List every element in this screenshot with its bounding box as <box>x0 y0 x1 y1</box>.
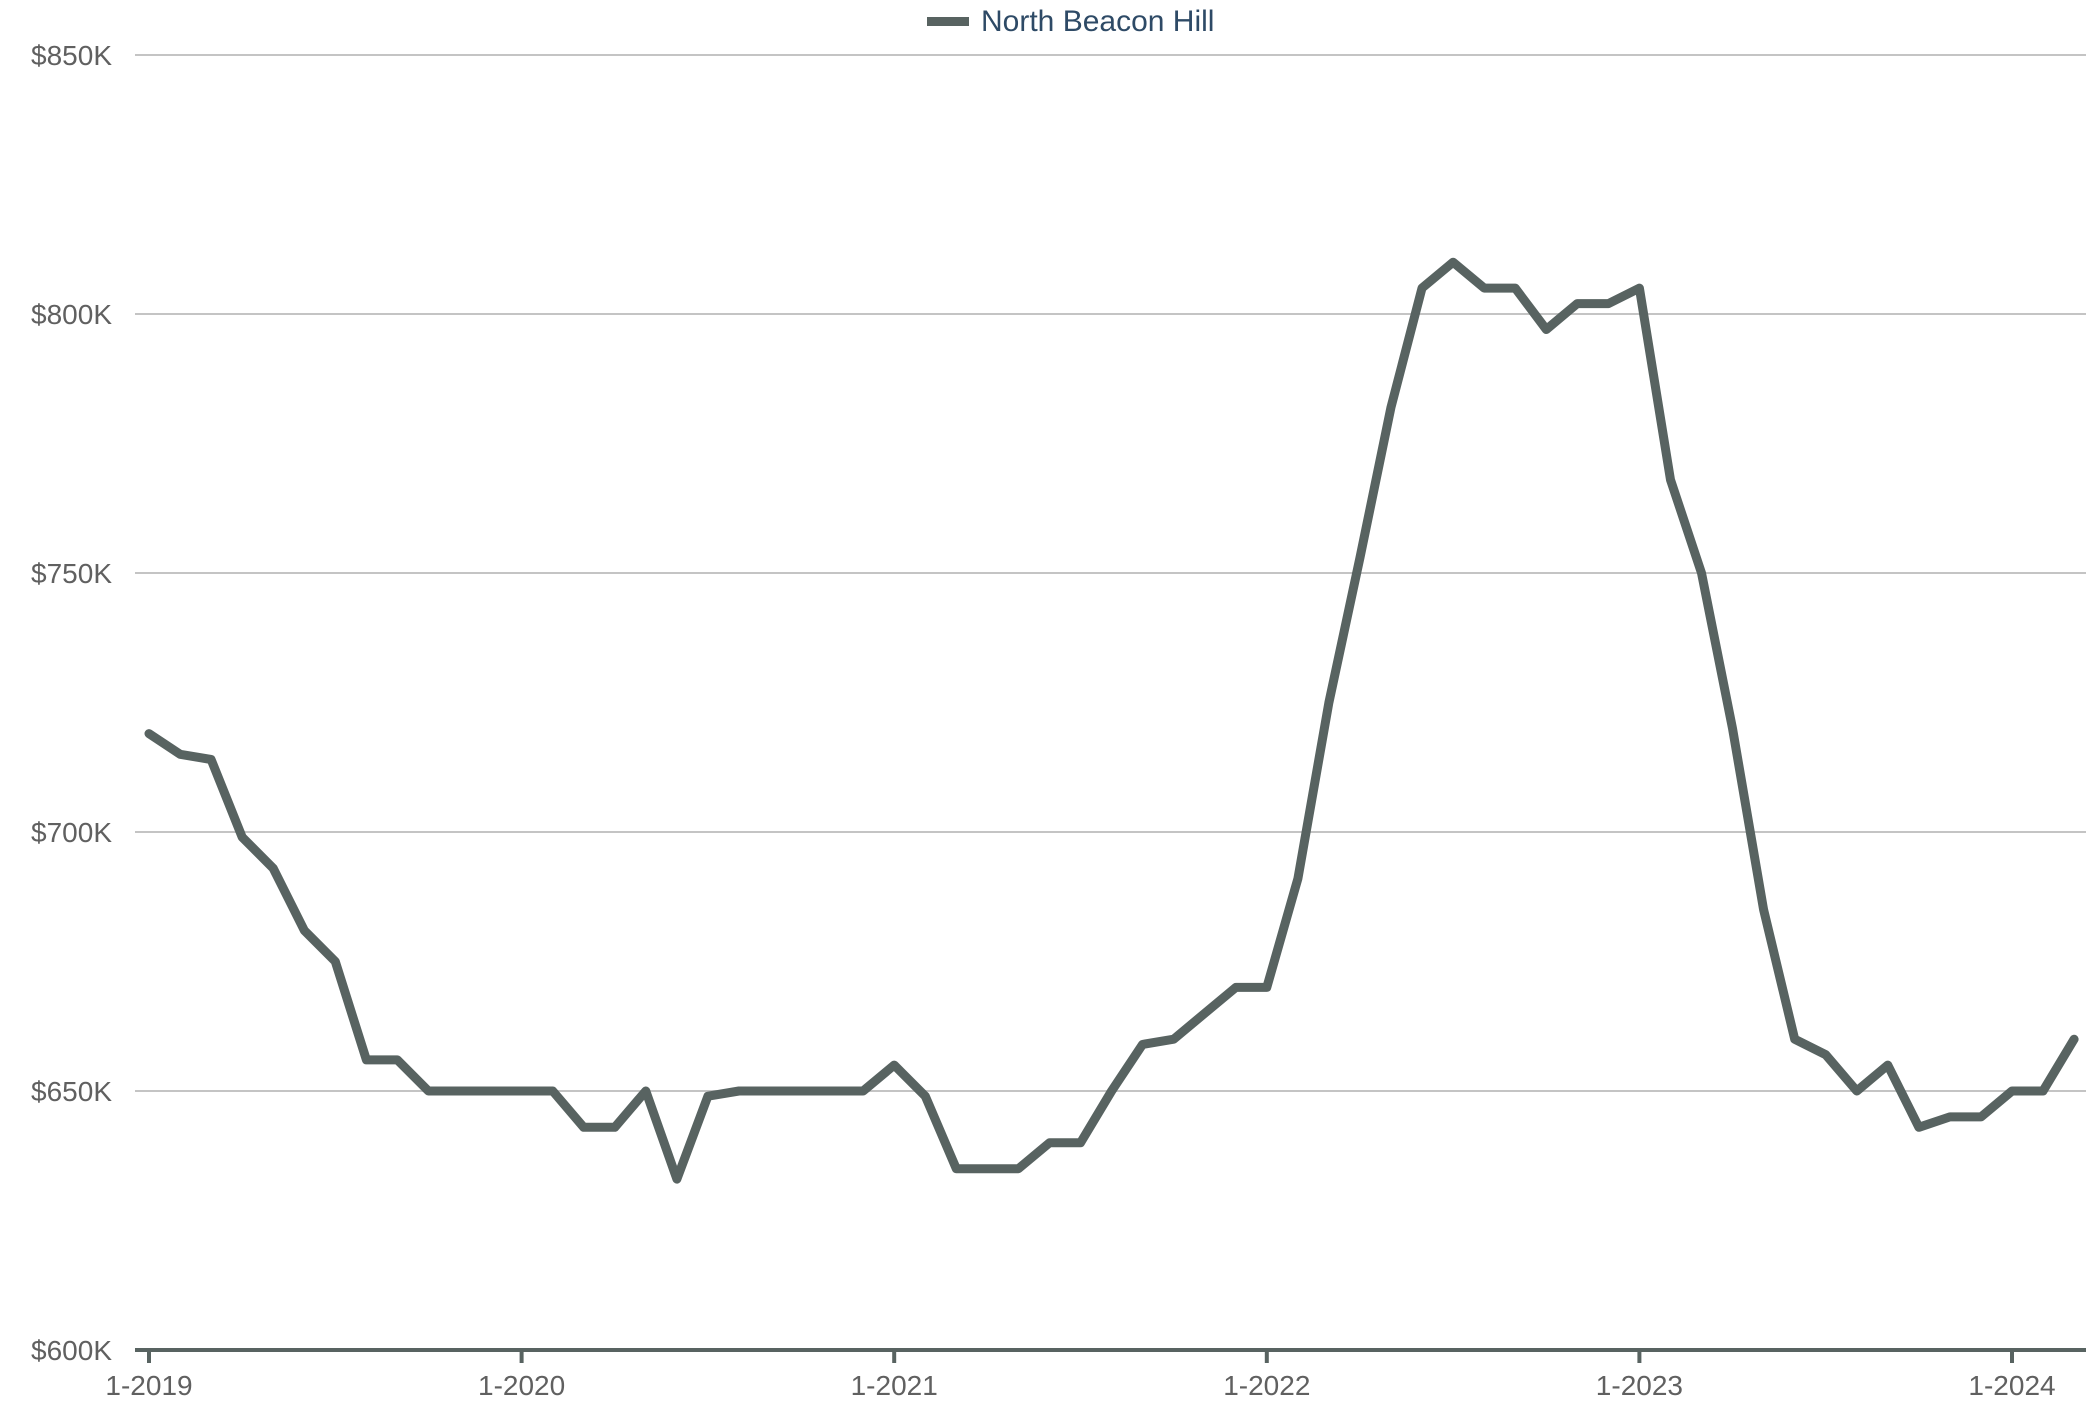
data-point[interactable] <box>1387 403 1395 411</box>
data-point[interactable] <box>145 730 153 738</box>
data-point[interactable] <box>176 750 184 758</box>
data-point[interactable] <box>797 1087 805 1095</box>
data-point[interactable] <box>1511 284 1519 292</box>
data-point[interactable] <box>1449 258 1457 266</box>
data-point[interactable] <box>859 1087 867 1095</box>
data-point[interactable] <box>549 1087 557 1095</box>
y-tick-label: $750K <box>31 558 112 589</box>
data-point[interactable] <box>1573 300 1581 308</box>
data-point[interactable] <box>393 1056 401 1064</box>
x-tick-label: 1-2024 <box>1968 1370 2055 1401</box>
series-layer <box>144 257 2079 1184</box>
data-point[interactable] <box>1356 553 1364 561</box>
data-point[interactable] <box>1853 1087 1861 1095</box>
data-point[interactable] <box>1108 1087 1116 1095</box>
data-point[interactable] <box>2070 1035 2078 1043</box>
data-point[interactable] <box>331 958 339 966</box>
data-point[interactable] <box>1760 906 1768 914</box>
data-point[interactable] <box>1635 284 1643 292</box>
x-axis: 1-2019 1-2020 1-2021 1-2022 1-2023 1-2024 <box>105 1348 2086 1401</box>
data-point[interactable] <box>362 1056 370 1064</box>
data-point[interactable] <box>704 1092 712 1100</box>
data-point[interactable] <box>1822 1051 1830 1059</box>
data-point[interactable] <box>1139 1040 1147 1048</box>
data-point[interactable] <box>424 1087 432 1095</box>
y-tick-label: $600K <box>31 1335 112 1366</box>
data-point[interactable] <box>828 1087 836 1095</box>
y-tick-label: $650K <box>31 1076 112 1107</box>
y-tick-label: $700K <box>31 817 112 848</box>
x-tick-label: 1-2021 <box>851 1370 938 1401</box>
data-point[interactable] <box>1977 1113 1985 1121</box>
data-point[interactable] <box>1014 1165 1022 1173</box>
data-point[interactable] <box>1791 1035 1799 1043</box>
data-point[interactable] <box>921 1092 929 1100</box>
data-point[interactable] <box>890 1061 898 1069</box>
data-point[interactable] <box>611 1123 619 1131</box>
x-tick-label: 1-2020 <box>478 1370 565 1401</box>
data-point[interactable] <box>487 1087 495 1095</box>
data-point[interactable] <box>1045 1139 1053 1147</box>
data-point[interactable] <box>238 833 246 841</box>
data-point[interactable] <box>518 1087 526 1095</box>
data-point[interactable] <box>1729 724 1737 732</box>
y-axis-ticks: $600K $650K $700K $750K $800K $850K <box>31 40 112 1366</box>
data-point[interactable] <box>766 1087 774 1095</box>
data-point[interactable] <box>2039 1087 2047 1095</box>
data-point[interactable] <box>735 1087 743 1095</box>
data-point[interactable] <box>952 1165 960 1173</box>
x-tick-label: 1-2023 <box>1596 1370 1683 1401</box>
data-point[interactable] <box>983 1165 991 1173</box>
y-tick-label: $850K <box>31 40 112 71</box>
data-point[interactable] <box>1418 284 1426 292</box>
data-point[interactable] <box>1325 699 1333 707</box>
data-point[interactable] <box>1294 875 1302 883</box>
data-point[interactable] <box>2008 1087 2016 1095</box>
data-point[interactable] <box>1915 1123 1923 1131</box>
gridlines <box>135 54 2086 1092</box>
data-point[interactable] <box>1263 983 1271 991</box>
legend-label: North Beacon Hill <box>981 5 1214 38</box>
x-tick-label: 1-2022 <box>1223 1370 1310 1401</box>
data-point[interactable] <box>1946 1113 1954 1121</box>
data-point[interactable] <box>1698 569 1706 577</box>
data-point[interactable] <box>1604 300 1612 308</box>
data-point[interactable] <box>673 1175 681 1183</box>
data-point[interactable] <box>207 755 215 763</box>
data-point[interactable] <box>1201 1009 1209 1017</box>
data-point[interactable] <box>1232 983 1240 991</box>
data-point[interactable] <box>1884 1061 1892 1069</box>
data-point[interactable] <box>300 926 308 934</box>
x-tick-label: 1-2019 <box>105 1370 192 1401</box>
data-point[interactable] <box>1542 326 1550 334</box>
series-line[interactable] <box>144 257 2079 1184</box>
legend[interactable]: North Beacon Hill <box>927 5 1214 38</box>
legend-swatch <box>927 17 969 26</box>
data-point[interactable] <box>1077 1139 1085 1147</box>
data-point[interactable] <box>1170 1035 1178 1043</box>
data-point[interactable] <box>1666 476 1674 484</box>
data-point[interactable] <box>1480 284 1488 292</box>
y-tick-label: $800K <box>31 299 112 330</box>
data-point[interactable] <box>269 864 277 872</box>
data-point[interactable] <box>642 1087 650 1095</box>
data-point[interactable] <box>580 1123 588 1131</box>
data-point[interactable] <box>456 1087 464 1095</box>
